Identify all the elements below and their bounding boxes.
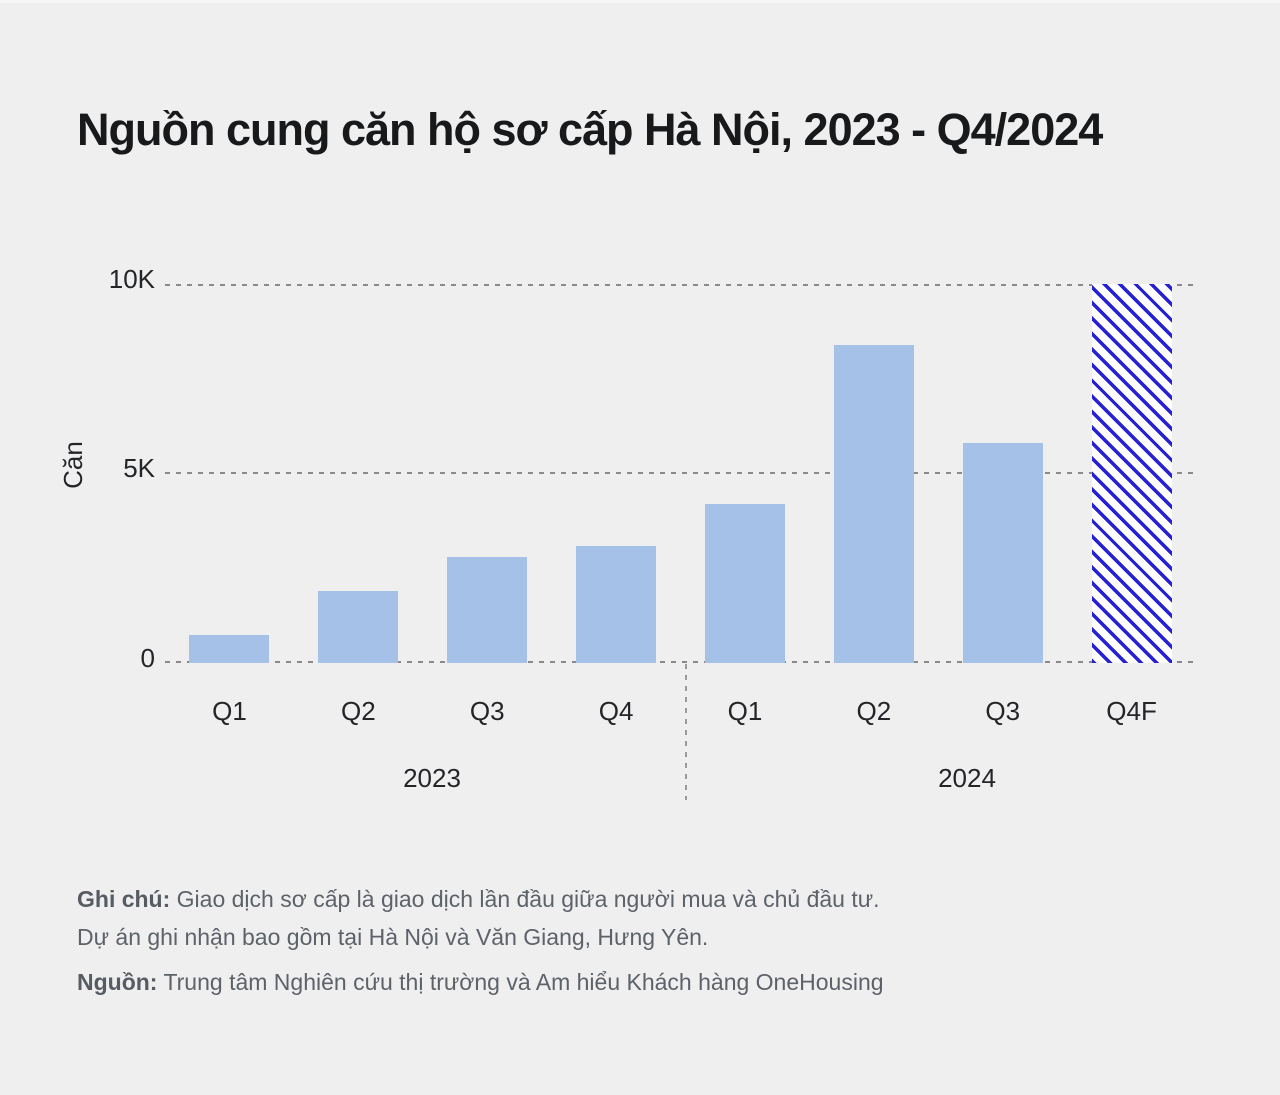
x-label-2023-q4: Q4 [598,696,634,726]
note-text: Giao dịch sơ cấp là giao dịch lần đầu gi… [170,886,880,912]
y-tick-10k: 10K [108,264,155,294]
bar-2023-q3 [447,557,528,663]
x-label-2024-q1: Q1 [727,696,763,726]
gridline-5k [165,472,1196,474]
x-label-2024-q3: Q3 [985,696,1021,726]
x-axis-labels: Q1 Q2 Q3 Q4 Q1 Q2 Q3 Q4F [165,696,1196,726]
y-tick-0: 0 [140,643,155,673]
year-label-2023: 2023 [403,763,461,793]
x-label-2024-q2: Q2 [856,696,892,726]
y-axis-title: Căn [58,441,88,489]
x-label-2023-q3: Q3 [469,696,505,726]
year-label-2024: 2024 [938,763,996,793]
bar-2024-q3 [962,443,1043,663]
year-group-divider [685,664,687,800]
y-tick-5k: 5K [123,453,155,483]
source-text: Trung tâm Nghiên cứu thị trường và Am hi… [157,969,884,995]
source-paragraph: Nguồn: Trung tâm Nghiên cứu thị trường v… [77,963,1037,1001]
chart-title: Nguồn cung căn hộ sơ cấp Hà Nội, 2023 - … [77,104,1103,155]
source-label: Nguồn: [77,969,158,995]
note-paragraph: Ghi chú: Giao dịch sơ cấp là giao dịch l… [77,880,1037,956]
bar-2024-q2 [833,345,914,663]
x-label-2023-q1: Q1 [212,696,247,726]
plot-area [165,284,1196,663]
x-label-2024-q4f: Q4F [1106,696,1157,726]
bar-2024-q4f [1091,284,1172,663]
bar-2023-q1 [189,635,270,663]
gridline-10k [165,284,1196,286]
note-line2: Dự án ghi nhận bao gồm tại Hà Nội và Văn… [77,924,709,950]
bar-2023-q4 [576,546,657,663]
x-label-2023-q2: Q2 [340,696,376,726]
bar-2023-q2 [318,591,399,663]
footnotes: Ghi chú: Giao dịch sơ cấp là giao dịch l… [77,880,1037,1001]
note-label: Ghi chú: [77,886,171,912]
bar-2024-q1 [704,504,785,663]
gridline-0-axis [165,661,1196,663]
bars-layer [165,284,1196,663]
